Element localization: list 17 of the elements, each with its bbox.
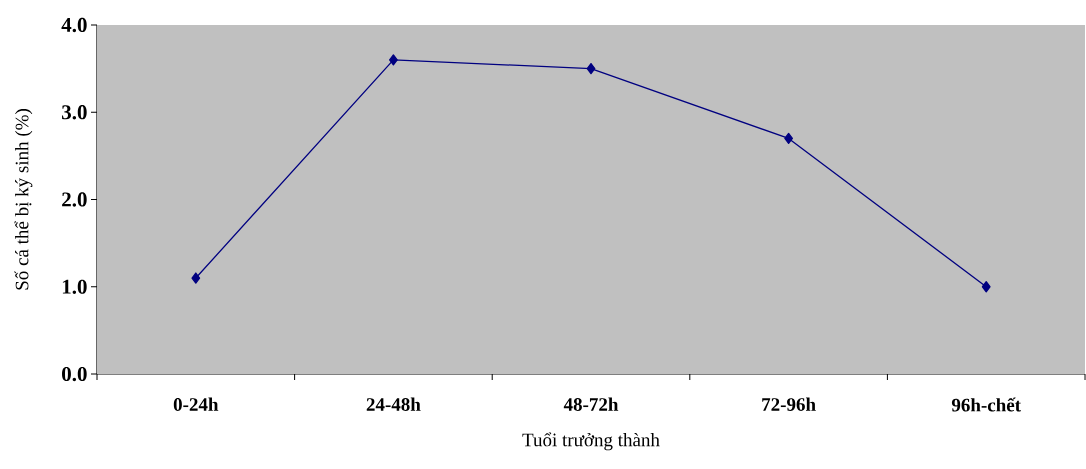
y-tick-label: 2.0 [62,192,87,207]
x-tick-label: 0-24h [173,397,219,411]
point [389,54,398,66]
point [981,281,991,293]
x-axis-title: Tuổi trưởng thành [522,432,660,451]
x-tick-label: 72-96h [762,397,816,411]
y-tick-label: 3.0 [62,105,87,120]
point [191,272,201,284]
x-tick-label: 48-72h [563,397,619,411]
x-tick-label: 24-48h [366,397,421,411]
y-tick-label: 1.0 [62,279,87,294]
y-tick-label: 0.0 [62,366,87,382]
point [784,132,794,145]
y-axis-title: Số cá thể bị ký sinh (%) [14,109,33,290]
y-tick-label: 4.0 [61,17,87,33]
point [586,62,596,75]
x-tick-label: 96h-chết [951,397,1021,412]
